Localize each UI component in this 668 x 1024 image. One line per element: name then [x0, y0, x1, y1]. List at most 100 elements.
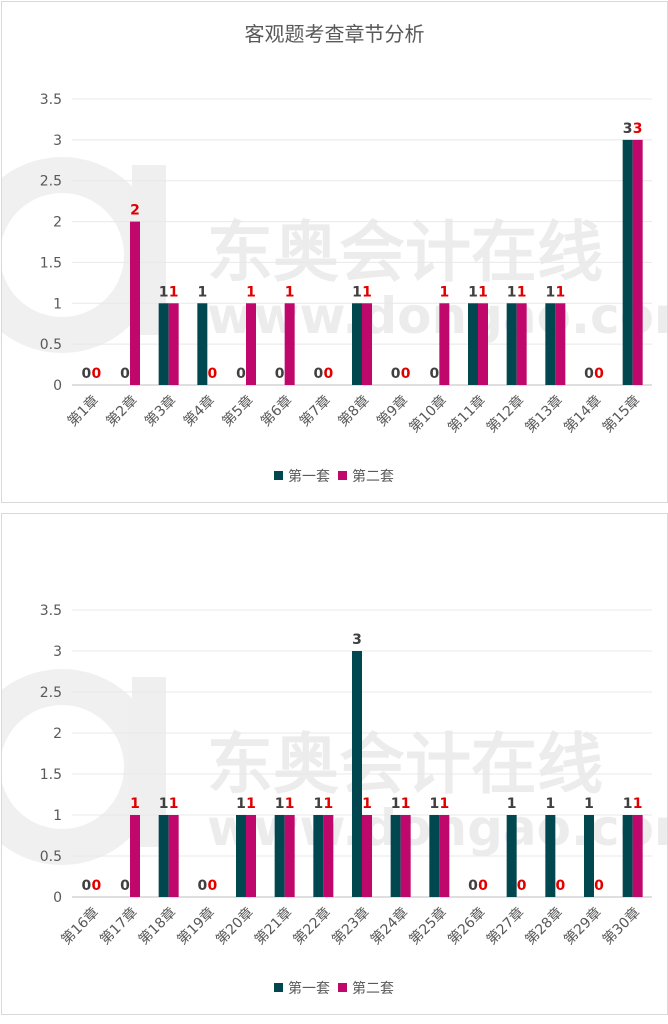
bar-2	[130, 815, 140, 897]
legend-label: 第二套	[352, 468, 394, 485]
bar-2	[478, 303, 488, 385]
x-tick-label: 第29章	[560, 904, 604, 948]
data-label: 0	[429, 366, 439, 382]
x-tick-label: 第27章	[483, 904, 527, 948]
data-label: 0	[478, 878, 488, 894]
y-tick-label: 1	[53, 808, 62, 824]
data-label: 1	[584, 796, 594, 812]
data-label: 1	[468, 284, 478, 300]
x-tick-label: 第24章	[367, 904, 411, 948]
data-label: 0	[120, 878, 130, 894]
data-label: 1	[439, 796, 449, 812]
data-label: 0	[391, 366, 401, 382]
x-tick-label: 第21章	[251, 904, 295, 948]
bar-2	[400, 815, 411, 897]
data-label: 1	[169, 284, 179, 300]
y-tick-label: 1.5	[40, 255, 62, 271]
legend-swatch	[338, 471, 347, 480]
data-label: 1	[362, 284, 372, 300]
y-tick-label: 3.5	[40, 603, 62, 619]
data-label: 1	[159, 796, 169, 812]
y-tick-label: 1.5	[40, 767, 62, 783]
x-tick-label: 第16章	[58, 904, 102, 948]
data-label: 1	[429, 796, 439, 812]
data-label: 0	[81, 366, 91, 382]
x-tick-label: 第14章	[560, 392, 604, 436]
bar-1	[390, 815, 401, 897]
data-label: 0	[584, 366, 594, 382]
x-tick-label: 第18章	[135, 904, 179, 948]
data-label: 1	[236, 796, 246, 812]
data-label: 1	[130, 796, 140, 812]
data-label: 3	[633, 121, 643, 137]
data-label: 0	[594, 878, 604, 894]
data-label: 0	[555, 878, 565, 894]
x-tick-label: 第19章	[174, 904, 218, 948]
bar-2	[555, 303, 566, 385]
bar-1	[506, 303, 517, 385]
data-label: 1	[478, 284, 488, 300]
data-label: 1	[633, 796, 643, 812]
bar-1	[468, 303, 478, 385]
data-label: 3	[623, 121, 633, 137]
legend-swatch	[274, 471, 283, 480]
x-tick-label: 第8章	[335, 392, 373, 430]
y-tick-label: 2	[53, 726, 62, 742]
y-tick-label: 0	[53, 378, 62, 394]
y-tick-label: 2.5	[40, 174, 62, 190]
data-label: 1	[362, 796, 372, 812]
bar-1	[545, 815, 556, 897]
bar-2	[632, 815, 643, 897]
data-label: 0	[207, 878, 217, 894]
bar-2	[168, 815, 179, 897]
x-tick-label: 第2章	[103, 392, 141, 430]
x-tick-label: 第6章	[257, 392, 295, 430]
x-tick-label: 第5章	[219, 392, 257, 430]
x-tick-label: 第23章	[328, 904, 372, 948]
data-label: 1	[352, 284, 362, 300]
bar-2	[246, 815, 256, 897]
x-tick-label: 第11章	[444, 392, 488, 436]
data-label: 1	[517, 284, 527, 300]
data-label: 1	[439, 284, 449, 300]
legend: 第一套 第二套	[274, 468, 394, 485]
x-tick-label: 第4章	[180, 392, 218, 430]
chart-title: 客观题考查章节分析	[244, 22, 425, 46]
watermark-text: 东奥会计在线	[207, 726, 603, 803]
bar-1	[352, 651, 362, 897]
data-label: 0	[197, 878, 207, 894]
x-tick-label: 第25章	[406, 904, 450, 948]
data-label: 1	[401, 796, 411, 812]
data-label: 1	[285, 796, 295, 812]
bar-2	[323, 815, 334, 897]
data-label: 1	[197, 284, 207, 300]
x-tick-label: 第3章	[141, 392, 179, 430]
x-tick-label: 第12章	[483, 392, 527, 436]
y-tick-label: 3	[53, 644, 62, 660]
data-label: 0	[275, 366, 285, 382]
bar-1	[352, 303, 362, 385]
y-tick-label: 0.5	[40, 337, 62, 353]
bar-1	[584, 815, 594, 897]
chart-2: 东奥会计在线www.dongao.com00.511.522.533.500第1…	[2, 603, 667, 997]
data-label: 1	[313, 796, 323, 812]
y-tick-label: 0.5	[40, 849, 62, 865]
data-label: 1	[285, 284, 295, 300]
bar-1	[622, 815, 633, 897]
data-label: 1	[545, 284, 555, 300]
bar-1	[313, 815, 324, 897]
chart-panel-1: 客观题考查章节分析 东奥会计在线 www.dongao.com 0 0.5 1 1.5 2 2…	[1, 1, 668, 503]
data-label: 0	[91, 878, 101, 894]
legend-label: 第一套	[288, 980, 330, 997]
x-tick-label: 第22章	[290, 904, 334, 948]
bar-2	[168, 303, 179, 385]
data-label: 1	[507, 796, 517, 812]
bar-2	[439, 303, 450, 385]
x-tick-label: 第17章	[96, 904, 140, 948]
data-label: 1	[275, 796, 285, 812]
bar-2	[284, 303, 295, 385]
data-label: 0	[120, 366, 130, 382]
bar-1	[545, 303, 556, 385]
